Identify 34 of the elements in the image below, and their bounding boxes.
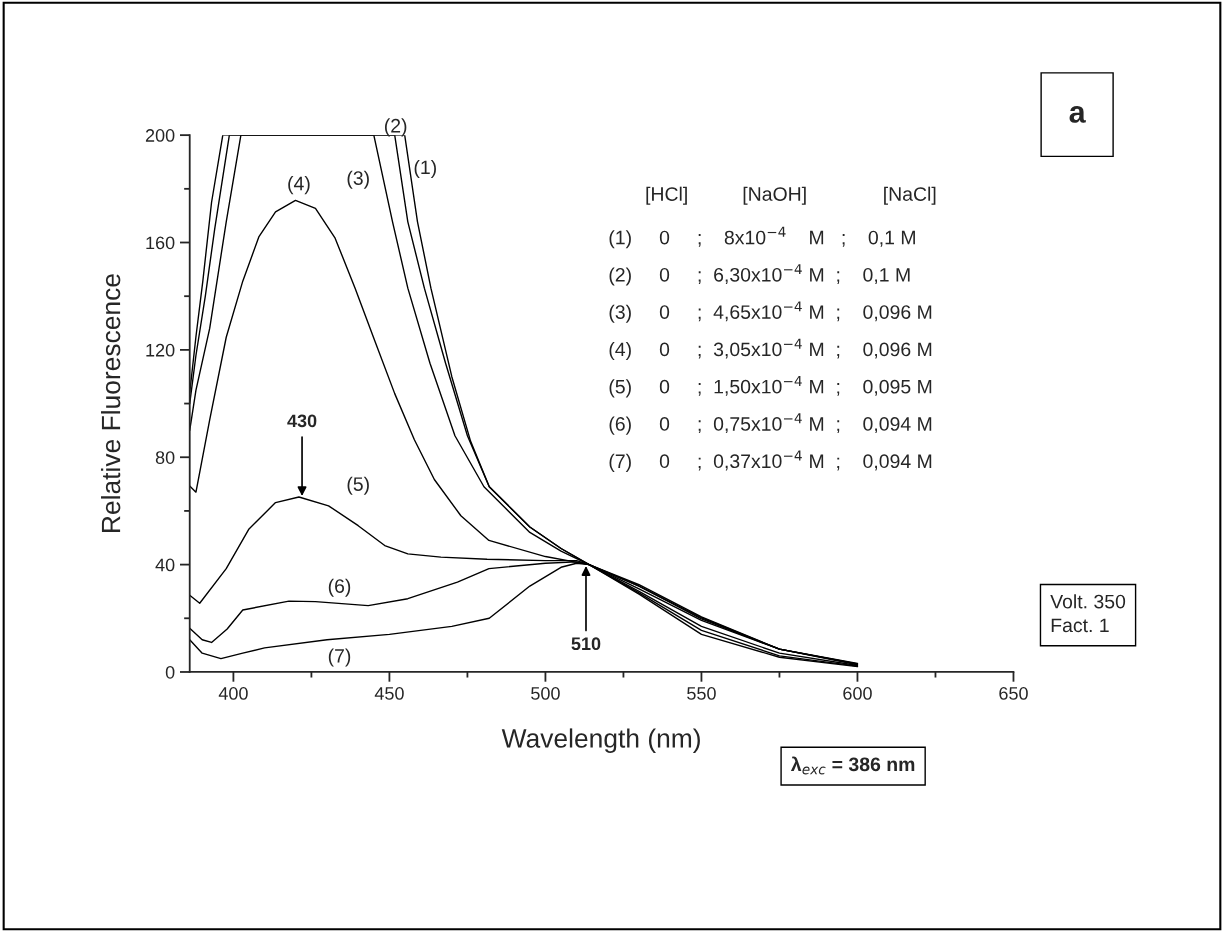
series-label: (2): [384, 118, 407, 137]
series-label: (6): [328, 578, 351, 597]
annotation: (3) 0 ; 4,65x10$^{−4}$ M ; 0,096 M: [609, 301, 932, 323]
legend-label: (5): [347, 476, 369, 495]
annotation: (4) 0 ; 3,05x10$^{−4}$ M ; 0,096 M: [609, 338, 932, 361]
annotation: (5) 0 ; 1,50x10$^{−4}$ M ; 0,095 M: [609, 375, 932, 398]
series-label: (7): [328, 648, 351, 667]
annotation: [HCl] [NaOH] [NaCl]: [646, 186, 936, 205]
y-tick-label: 80: [155, 451, 175, 464]
x-axis-title: Wavelength (nm): [501, 728, 700, 753]
y-tick-label: 200: [145, 129, 175, 142]
y-tick-label: 160: [146, 236, 175, 250]
y-tick-label: 120: [146, 343, 175, 357]
x-tick-label: 600: [843, 687, 872, 700]
x-tick-label: 650: [999, 687, 1028, 700]
annotation: 430: [287, 414, 317, 428]
annotation: (2) 0 ; 6,30x10$^{−4}$ M ; 0,1 M: [609, 264, 910, 286]
y-tick-label: 0: [165, 665, 175, 679]
x-tick-label: 550: [687, 687, 716, 700]
x-tick-label: 450: [374, 687, 404, 700]
y-axis-title: Relative Fluorescence: [100, 274, 121, 532]
annotation: (6) 0 ; 0,75x10$^{−4}$ M ; 0,094 M: [609, 413, 932, 435]
text: λ$_{exc}$ = 386 nm: [790, 756, 915, 775]
text: a: [1069, 106, 1086, 123]
text: Volt. 350 Fact. 1: [1050, 594, 1126, 633]
x-tick-label: 500: [531, 687, 560, 700]
annotation: (7) 0 ; 0,37x10$^{−4}$ M ; 0,094 M: [609, 450, 932, 472]
text: (1) 0 ; 8x10$^{−4}$ M ; 0,1 M: [609, 226, 915, 249]
series-label: (1): [414, 159, 436, 179]
x-tick-label: 400: [218, 687, 248, 700]
y-tick-label: 40: [155, 558, 175, 572]
series-label: (4): [288, 176, 310, 195]
series-label: (3): [347, 170, 369, 189]
annotation: 510: [571, 637, 601, 651]
